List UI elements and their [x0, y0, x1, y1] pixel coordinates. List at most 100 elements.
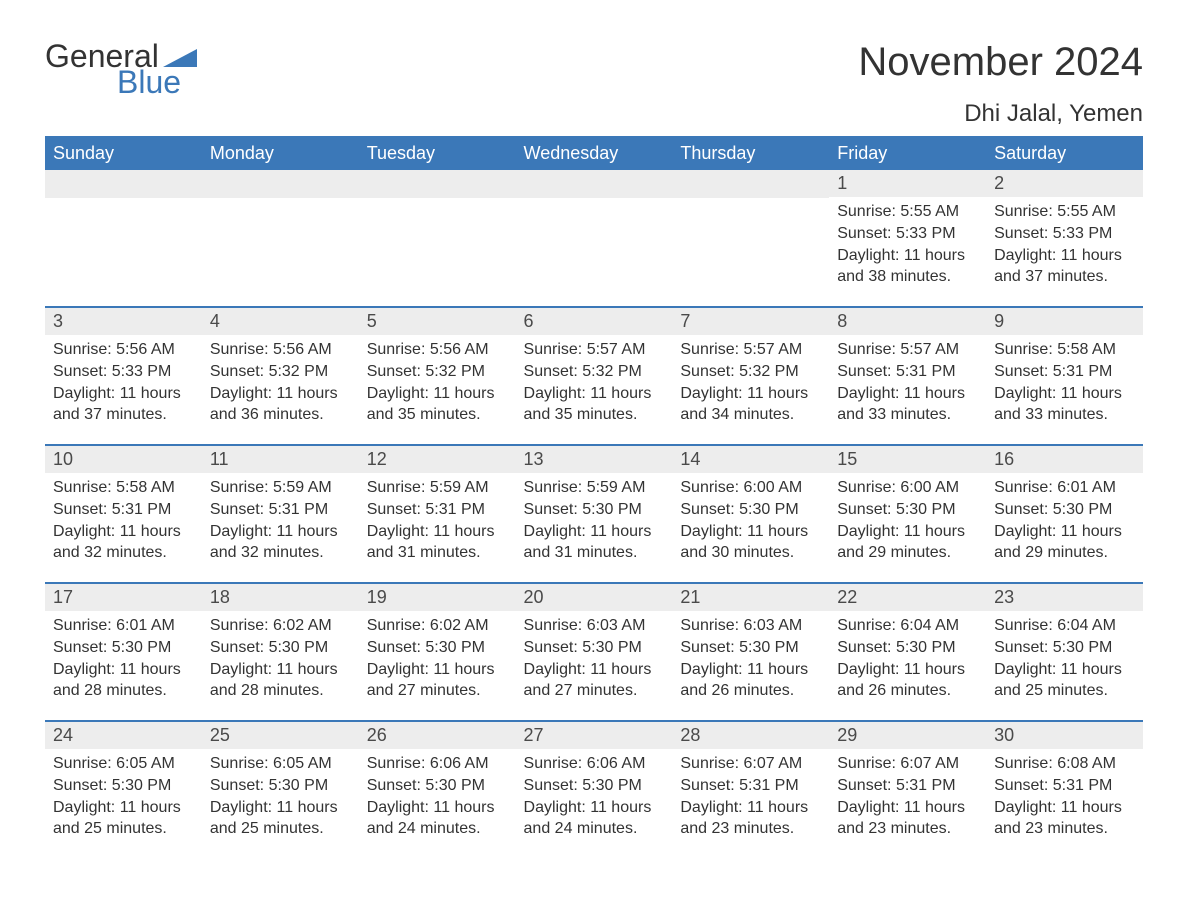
day-details: Sunrise: 6:07 AMSunset: 5:31 PMDaylight:… — [829, 749, 986, 843]
sunset-line: Sunset: 5:30 PM — [994, 637, 1135, 659]
daylight-label: Daylight: — [210, 661, 272, 678]
sunrise-line: Sunrise: 6:01 AM — [994, 477, 1135, 499]
daylight-line: Daylight: 11 hours and 37 minutes. — [53, 383, 194, 426]
sunset-label: Sunset: — [994, 225, 1048, 242]
sunrise-line: Sunrise: 6:05 AM — [210, 753, 351, 775]
sunset-value: 5:30 PM — [269, 639, 329, 656]
calendar-day: 30Sunrise: 6:08 AMSunset: 5:31 PMDayligh… — [986, 722, 1143, 858]
daylight-line: Daylight: 11 hours and 38 minutes. — [837, 245, 978, 288]
day-number: 5 — [359, 308, 516, 335]
daylight-line: Daylight: 11 hours and 28 minutes. — [210, 659, 351, 702]
calendar-day: 24Sunrise: 6:05 AMSunset: 5:30 PMDayligh… — [45, 722, 202, 858]
calendar-day: 15Sunrise: 6:00 AMSunset: 5:30 PMDayligh… — [829, 446, 986, 583]
day-details: Sunrise: 5:59 AMSunset: 5:31 PMDaylight:… — [359, 473, 516, 567]
sunset-value: 5:31 PM — [1053, 363, 1113, 380]
sunset-value: 5:32 PM — [582, 363, 642, 380]
sunrise-value: 6:02 AM — [430, 617, 489, 634]
day-details: Sunrise: 6:03 AMSunset: 5:30 PMDaylight:… — [672, 611, 829, 705]
day-details: Sunrise: 6:01 AMSunset: 5:30 PMDaylight:… — [986, 473, 1143, 567]
calendar-week: 17Sunrise: 6:01 AMSunset: 5:30 PMDayligh… — [45, 584, 1143, 721]
sunrise-value: 5:57 AM — [744, 341, 803, 358]
header-row: General Blue November 2024 Dhi Jalal, Ye… — [45, 40, 1143, 128]
sunset-value: 5:32 PM — [425, 363, 485, 380]
calendar-day: 9Sunrise: 5:58 AMSunset: 5:31 PMDaylight… — [986, 308, 1143, 445]
sunset-line: Sunset: 5:30 PM — [837, 637, 978, 659]
calendar-day: 11Sunrise: 5:59 AMSunset: 5:31 PMDayligh… — [202, 446, 359, 583]
sunrise-line: Sunrise: 6:00 AM — [837, 477, 978, 499]
day-number: 17 — [45, 584, 202, 611]
daylight-line: Daylight: 11 hours and 25 minutes. — [994, 659, 1135, 702]
sunrise-line: Sunrise: 6:02 AM — [210, 615, 351, 637]
day-number: 16 — [986, 446, 1143, 473]
calendar-day: 5Sunrise: 5:56 AMSunset: 5:32 PMDaylight… — [359, 308, 516, 445]
sunset-label: Sunset: — [210, 363, 264, 380]
sunrise-label: Sunrise: — [994, 617, 1053, 634]
sunrise-line: Sunrise: 6:04 AM — [837, 615, 978, 637]
sunrise-label: Sunrise: — [524, 617, 583, 634]
day-details: Sunrise: 6:02 AMSunset: 5:30 PMDaylight:… — [359, 611, 516, 705]
daylight-label: Daylight: — [680, 661, 742, 678]
sunrise-label: Sunrise: — [210, 479, 269, 496]
sunset-label: Sunset: — [994, 639, 1048, 656]
daylight-line: Daylight: 11 hours and 25 minutes. — [210, 797, 351, 840]
location-label: Dhi Jalal, Yemen — [858, 100, 1143, 128]
sunrise-label: Sunrise: — [367, 617, 426, 634]
day-number: 10 — [45, 446, 202, 473]
day-details: Sunrise: 5:57 AMSunset: 5:32 PMDaylight:… — [672, 335, 829, 429]
sunset-label: Sunset: — [837, 363, 891, 380]
sunrise-label: Sunrise: — [524, 479, 583, 496]
sunset-line: Sunset: 5:30 PM — [53, 775, 194, 797]
day-number-empty — [45, 170, 202, 198]
sunrise-value: 6:00 AM — [900, 479, 959, 496]
day-details: Sunrise: 5:57 AMSunset: 5:31 PMDaylight:… — [829, 335, 986, 429]
sunset-value: 5:30 PM — [425, 639, 485, 656]
day-details: Sunrise: 6:04 AMSunset: 5:30 PMDaylight:… — [829, 611, 986, 705]
sunrise-label: Sunrise: — [680, 479, 739, 496]
sunset-value: 5:33 PM — [112, 363, 172, 380]
sunrise-label: Sunrise: — [994, 341, 1053, 358]
calendar-day: 16Sunrise: 6:01 AMSunset: 5:30 PMDayligh… — [986, 446, 1143, 583]
sunrise-line: Sunrise: 6:00 AM — [680, 477, 821, 499]
calendar-day: 12Sunrise: 5:59 AMSunset: 5:31 PMDayligh… — [359, 446, 516, 583]
daylight-label: Daylight: — [367, 385, 429, 402]
daylight-line: Daylight: 11 hours and 31 minutes. — [524, 521, 665, 564]
sunrise-label: Sunrise: — [53, 617, 112, 634]
weekday-header: Monday — [202, 136, 359, 170]
sunset-line: Sunset: 5:30 PM — [367, 775, 508, 797]
daylight-label: Daylight: — [837, 523, 899, 540]
sunrise-label: Sunrise: — [837, 203, 896, 220]
daylight-label: Daylight: — [994, 247, 1056, 264]
daylight-label: Daylight: — [994, 799, 1056, 816]
daylight-label: Daylight: — [367, 661, 429, 678]
sunrise-line: Sunrise: 6:03 AM — [680, 615, 821, 637]
sunset-line: Sunset: 5:31 PM — [53, 499, 194, 521]
sunrise-label: Sunrise: — [210, 617, 269, 634]
daylight-label: Daylight: — [53, 799, 115, 816]
sunrise-value: 5:55 AM — [1057, 203, 1116, 220]
sunset-line: Sunset: 5:31 PM — [837, 361, 978, 383]
day-details: Sunrise: 6:05 AMSunset: 5:30 PMDaylight:… — [202, 749, 359, 843]
sunrise-label: Sunrise: — [837, 341, 896, 358]
day-number: 15 — [829, 446, 986, 473]
weekday-header: Thursday — [672, 136, 829, 170]
sunrise-label: Sunrise: — [53, 341, 112, 358]
day-number: 27 — [516, 722, 673, 749]
sunset-value: 5:33 PM — [1053, 225, 1113, 242]
daylight-label: Daylight: — [210, 799, 272, 816]
calendar-body: 1Sunrise: 5:55 AMSunset: 5:33 PMDaylight… — [45, 170, 1143, 858]
day-number: 9 — [986, 308, 1143, 335]
sunset-value: 5:32 PM — [269, 363, 329, 380]
sunrise-label: Sunrise: — [994, 203, 1053, 220]
daylight-line: Daylight: 11 hours and 37 minutes. — [994, 245, 1135, 288]
calendar-day: 13Sunrise: 5:59 AMSunset: 5:30 PMDayligh… — [516, 446, 673, 583]
sunrise-value: 6:06 AM — [430, 755, 489, 772]
sunset-label: Sunset: — [53, 639, 107, 656]
calendar-day: 20Sunrise: 6:03 AMSunset: 5:30 PMDayligh… — [516, 584, 673, 721]
daylight-label: Daylight: — [210, 523, 272, 540]
sunrise-value: 6:03 AM — [744, 617, 803, 634]
daylight-line: Daylight: 11 hours and 24 minutes. — [524, 797, 665, 840]
day-details: Sunrise: 6:06 AMSunset: 5:30 PMDaylight:… — [516, 749, 673, 843]
daylight-label: Daylight: — [367, 523, 429, 540]
daylight-label: Daylight: — [524, 661, 586, 678]
daylight-label: Daylight: — [524, 385, 586, 402]
